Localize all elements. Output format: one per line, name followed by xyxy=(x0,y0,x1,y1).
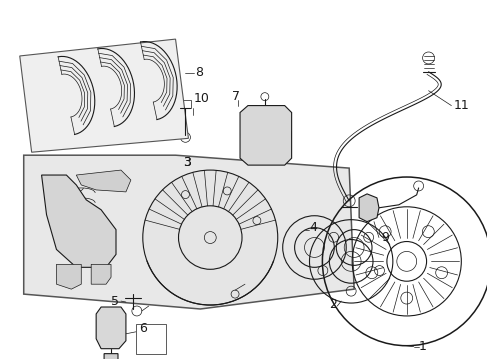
Polygon shape xyxy=(76,170,131,192)
Circle shape xyxy=(142,170,277,305)
Text: 3: 3 xyxy=(183,156,191,168)
Text: 3: 3 xyxy=(183,156,191,168)
Text: 2: 2 xyxy=(328,297,337,311)
Polygon shape xyxy=(358,194,378,222)
Bar xyxy=(136,324,165,354)
Polygon shape xyxy=(56,264,81,289)
Text: 7: 7 xyxy=(232,90,240,103)
Bar xyxy=(179,100,191,108)
Polygon shape xyxy=(96,307,126,349)
Polygon shape xyxy=(104,354,118,360)
Text: 6: 6 xyxy=(139,322,146,336)
Text: 8: 8 xyxy=(195,66,203,79)
Circle shape xyxy=(64,210,108,253)
Text: 5: 5 xyxy=(111,294,119,307)
Text: 1: 1 xyxy=(418,340,426,353)
Circle shape xyxy=(264,121,291,149)
Circle shape xyxy=(241,121,268,149)
Text: 10: 10 xyxy=(193,92,209,105)
Text: 9: 9 xyxy=(380,231,388,244)
Polygon shape xyxy=(24,155,353,309)
Text: 11: 11 xyxy=(452,99,468,112)
Polygon shape xyxy=(240,105,291,165)
Text: 4: 4 xyxy=(309,221,317,234)
Polygon shape xyxy=(20,39,188,152)
Polygon shape xyxy=(91,264,111,284)
Polygon shape xyxy=(41,175,116,267)
